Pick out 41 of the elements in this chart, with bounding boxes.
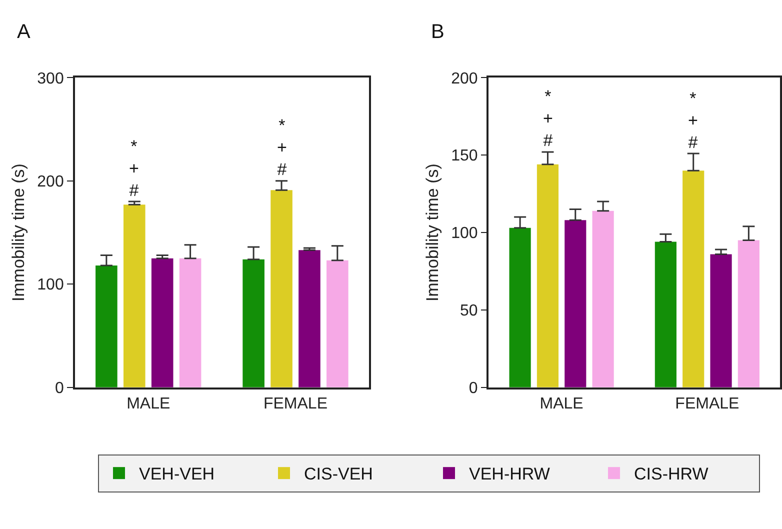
annotation: * + # [543,87,554,150]
chart-title: A [17,21,31,43]
annotation: * + # [277,116,288,180]
y-tick-label: 0 [468,380,478,397]
bar [564,220,586,388]
y-tick-label: 50 [460,302,478,320]
bar [96,266,118,388]
x-tick-label: FEMALE [675,395,740,412]
bar [682,170,704,388]
y-tick-label: 0 [54,380,64,397]
bar [242,259,264,388]
y-tick-label: 200 [37,173,64,190]
y-axis-title: Immobility time (s) [423,164,442,302]
bar [179,258,202,388]
bar [326,260,348,388]
bar [298,250,320,388]
bar [123,204,146,388]
x-tick-label: FEMALE [263,395,328,412]
annotation: * + # [129,137,140,200]
annotation: * + # [688,89,698,152]
bar [151,258,174,388]
bar [710,254,732,388]
legend-label: VEH-VEH [139,464,215,484]
bar [536,164,559,388]
y-tick-label: 100 [451,225,478,242]
bar [738,240,760,388]
y-tick-label: 100 [37,276,64,294]
y-tick-label: 300 [37,70,64,88]
bar [654,242,676,388]
bar [592,210,614,388]
y-tick-label: 200 [451,70,478,88]
x-tick-label: MALE [540,395,584,412]
legend-label: CIS-VEH [304,464,373,484]
y-tick-label: 150 [451,148,478,165]
x-tick-label: MALE [126,395,170,412]
chart-title: B [431,21,444,43]
legend-label: CIS-HRW [634,464,708,484]
bar [509,228,531,388]
legend-label: VEH-HRW [469,464,550,484]
y-axis-title: Immobility time (s) [9,164,28,302]
bar [270,190,292,388]
